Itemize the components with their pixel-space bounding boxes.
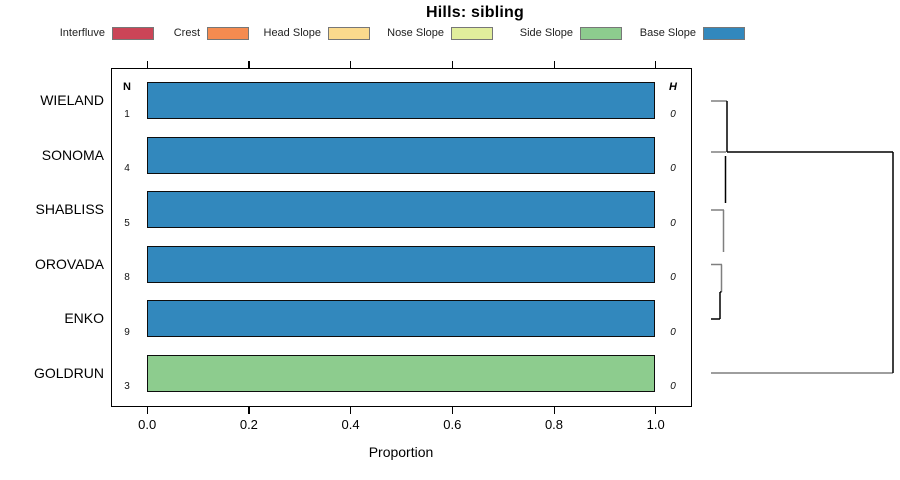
axis-tick (553, 407, 555, 414)
category-label-enko: ENKO (64, 310, 104, 326)
legend-swatch (112, 26, 154, 40)
h-column-header: H (669, 81, 677, 93)
axis-tick (655, 407, 657, 414)
legend-swatch (580, 26, 622, 40)
proportion-bar-shabliss (147, 191, 655, 228)
x-tick-label: 0.2 (239, 417, 258, 432)
legend-swatch (703, 26, 745, 40)
n-value: 3 (124, 381, 130, 392)
proportion-bar-wieland (147, 82, 655, 119)
n-column-header: N (123, 81, 131, 93)
chart-title: Hills: sibling (426, 4, 524, 21)
plot-area (111, 68, 692, 407)
x-axis-title: Proportion (368, 444, 434, 460)
proportion-bar-orovada (147, 245, 655, 283)
axis-tick (451, 407, 453, 414)
legend-label: Side Slope (519, 27, 573, 39)
legend-label: Crest (173, 27, 200, 39)
h-value: 0 (670, 326, 676, 338)
legend-item-base-slope: Base Slope (525, 25, 745, 41)
axis-tick (553, 61, 555, 68)
axis-tick (146, 407, 148, 414)
legend-label: Head Slope (263, 27, 322, 39)
legend-swatch (328, 26, 370, 40)
legend-swatch (207, 26, 249, 40)
legend-label: Nose Slope (387, 27, 444, 39)
n-value: 8 (124, 272, 130, 283)
x-tick-label: 0.4 (341, 417, 360, 432)
h-value: 0 (670, 272, 676, 283)
legend-item-head-slope: Head Slope (150, 25, 370, 41)
axis-tick (350, 61, 352, 68)
category-label-goldrun: GOLDRUN (33, 364, 104, 381)
category-label-sonoma: SONOMA (41, 146, 104, 163)
n-value: 5 (124, 217, 130, 229)
h-value: 0 (670, 217, 676, 229)
axis-tick (248, 407, 250, 414)
axis-tick (146, 61, 148, 68)
h-value: 0 (670, 163, 676, 174)
axis-tick (350, 407, 352, 414)
legend-label: Interfluve (59, 27, 105, 39)
h-value: 0 (670, 381, 676, 392)
n-value: 1 (124, 108, 130, 120)
legend-item-interfluve: Interfluve (0, 25, 154, 41)
legend-swatch (451, 26, 493, 40)
axis-tick (248, 61, 250, 68)
proportion-bar-goldrun (147, 354, 655, 392)
x-tick-label: 0.6 (443, 417, 462, 432)
category-label-orovada: OROVADA (35, 255, 104, 272)
proportion-bar-enko (147, 300, 655, 337)
x-tick-label: 1.0 (646, 417, 665, 432)
n-value: 9 (124, 326, 130, 338)
proportion-bar-sonoma (147, 136, 655, 174)
axis-tick (451, 61, 453, 68)
n-value: 4 (124, 163, 130, 174)
legend-item-side-slope: Side Slope (402, 25, 622, 41)
axis-tick (655, 61, 657, 68)
category-label-wieland: WIELAND (40, 92, 104, 108)
legend-item-nose-slope: Nose Slope (273, 25, 493, 41)
category-label-shabliss: SHABLISS (35, 201, 104, 217)
legend-item-crest: Crest (29, 25, 249, 41)
x-tick-label: 0.0 (138, 417, 157, 432)
x-tick-label: 0.8 (544, 417, 564, 432)
legend-label: Base Slope (639, 27, 696, 39)
h-value: 0 (670, 108, 676, 120)
